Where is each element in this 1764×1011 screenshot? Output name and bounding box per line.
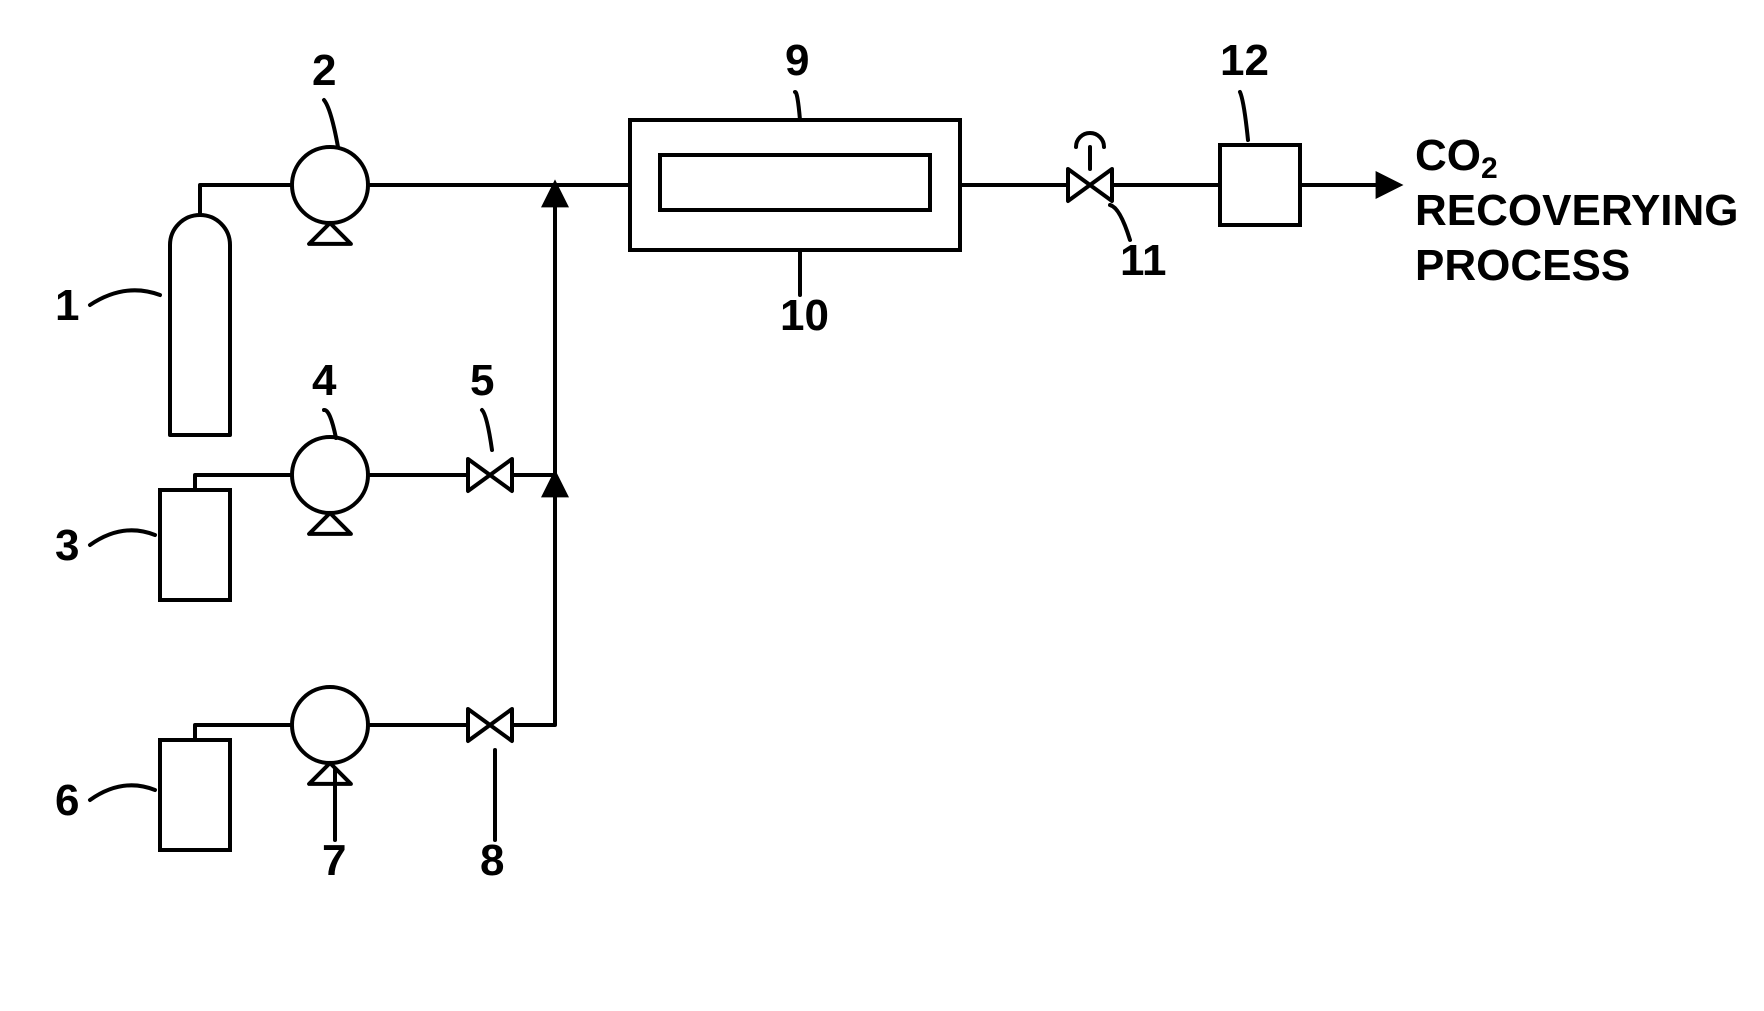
tank-cylinder-cylinder xyxy=(170,215,230,435)
output-line1: CO2 xyxy=(1415,131,1498,185)
leader-2 xyxy=(324,100,338,147)
edge-valve5_out_up xyxy=(512,185,555,475)
edge-valve8_out_up xyxy=(512,475,555,725)
edge-tank3_top xyxy=(195,475,292,490)
leader-11 xyxy=(1110,205,1130,240)
leader-3 xyxy=(90,530,155,545)
leader-6 xyxy=(90,785,155,800)
label-4: 4 xyxy=(312,356,337,405)
tank-tank3 xyxy=(160,490,230,600)
edge-cylinder_top xyxy=(200,185,292,215)
label-3: 3 xyxy=(55,521,79,570)
output-line3: PROCESS xyxy=(1415,241,1630,290)
leader-5 xyxy=(482,410,492,450)
rect-reactor_outer xyxy=(630,120,960,250)
label-12: 12 xyxy=(1220,36,1269,85)
output-line2: RECOVERYING xyxy=(1415,186,1739,235)
label-7: 7 xyxy=(322,836,346,885)
label-6: 6 xyxy=(55,776,79,825)
leader-4 xyxy=(324,410,336,438)
label-10: 10 xyxy=(780,291,829,340)
label-8: 8 xyxy=(480,836,504,885)
rect-reactor_inner xyxy=(660,155,930,210)
label-2: 2 xyxy=(312,46,336,95)
leader-1 xyxy=(90,290,160,305)
edge-tank6_top xyxy=(195,725,292,740)
leader-9 xyxy=(795,92,800,120)
process-flow-diagram: 123456789101112CO2RECOVERYINGPROCESS xyxy=(0,0,1764,1011)
label-5: 5 xyxy=(470,356,494,405)
leader-12 xyxy=(1240,92,1248,140)
label-9: 9 xyxy=(785,36,809,85)
label-11: 11 xyxy=(1120,236,1167,285)
rect-box12 xyxy=(1220,145,1300,225)
tank-tank6 xyxy=(160,740,230,850)
label-1: 1 xyxy=(55,281,79,330)
